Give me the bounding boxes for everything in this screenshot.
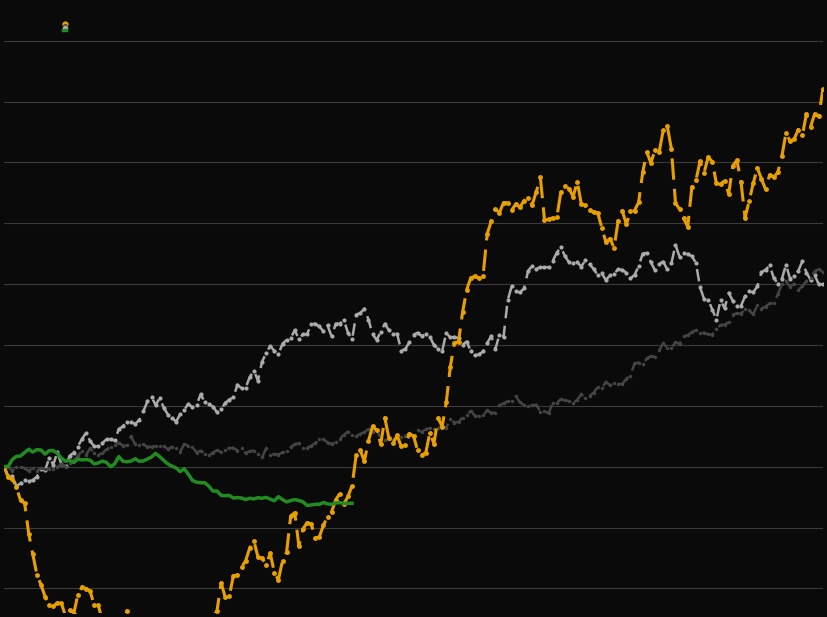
Legend: , , , : , , , [62, 23, 67, 30]
